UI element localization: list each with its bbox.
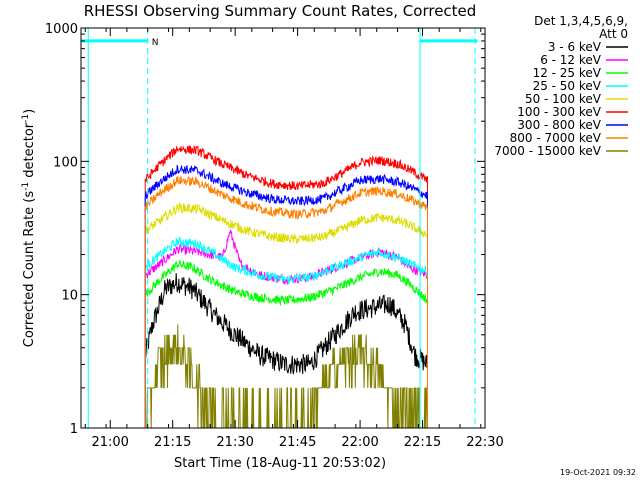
- legend-label-25-50-kev: 25 - 50 keV: [533, 79, 602, 93]
- legend-header-2: Att 0: [599, 27, 628, 41]
- x-tick-label: 21:45: [279, 435, 316, 450]
- x-tick-label: 21:30: [216, 435, 253, 450]
- x-tick-label: 21:00: [91, 435, 128, 450]
- x-tick-label: 22:00: [341, 435, 378, 450]
- series-line-6-12-kev: [144, 229, 428, 428]
- x-tick-label: 22:30: [466, 435, 503, 450]
- plot-frame: [80, 27, 486, 429]
- marker-layer: N: [81, 28, 478, 428]
- y-axis-label: Corrected Count Rate (s-1 detector-1): [21, 109, 37, 347]
- y-tick-label: 100: [53, 155, 78, 170]
- night-interval-label: N: [152, 38, 159, 48]
- legend-label-12-25-kev: 12 - 25 keV: [533, 66, 602, 80]
- series-line-25-50-kev: [144, 236, 428, 428]
- legend-header-1: Det 1,3,4,5,6,9,: [534, 14, 628, 28]
- footer-timestamp: 19-Oct-2021 09:32: [560, 468, 636, 477]
- y-axis: 1 10 100 1000: [45, 22, 485, 437]
- series-layer: [144, 144, 428, 429]
- series-line-50-100-kev: [144, 201, 428, 428]
- legend-label-100-300-kev: 100 - 300 keV: [517, 105, 601, 119]
- y-tick-label: 1: [70, 422, 78, 437]
- y-tick-label: 1000: [45, 22, 78, 37]
- series-line-800-7000-kev: [144, 176, 428, 428]
- series-line-300-800-kev: [144, 164, 428, 428]
- series-line-100-300-kev: [144, 144, 428, 428]
- legend-label-300-800-kev: 300 - 800 keV: [517, 118, 601, 132]
- legend-label-50-100-kev: 50 - 100 keV: [525, 92, 602, 106]
- legend-label-7000-15000-kev: 7000 - 15000 keV: [494, 144, 601, 158]
- x-tick-label: 21:15: [154, 435, 191, 450]
- legend-label-800-7000-kev: 800 - 7000 keV: [510, 131, 602, 145]
- y-tick-label: 10: [61, 289, 78, 304]
- chart-title: RHESSI Observing Summary Count Rates, Co…: [84, 2, 477, 20]
- legend-label-6-12-kev: 6 - 12 keV: [540, 53, 602, 67]
- x-tick-label: 22:15: [404, 435, 441, 450]
- x-axis: 21:00 21:15 21:30 21:45 22:00 22:15 22:30: [84, 28, 504, 450]
- legend-label-3-6-kev: 3 - 6 keV: [548, 40, 602, 54]
- series-line-3-6-kev: [144, 273, 428, 428]
- series-line-12-25-kev: [144, 260, 428, 428]
- x-axis-label: Start Time (18-Aug-11 20:53:02): [174, 456, 386, 471]
